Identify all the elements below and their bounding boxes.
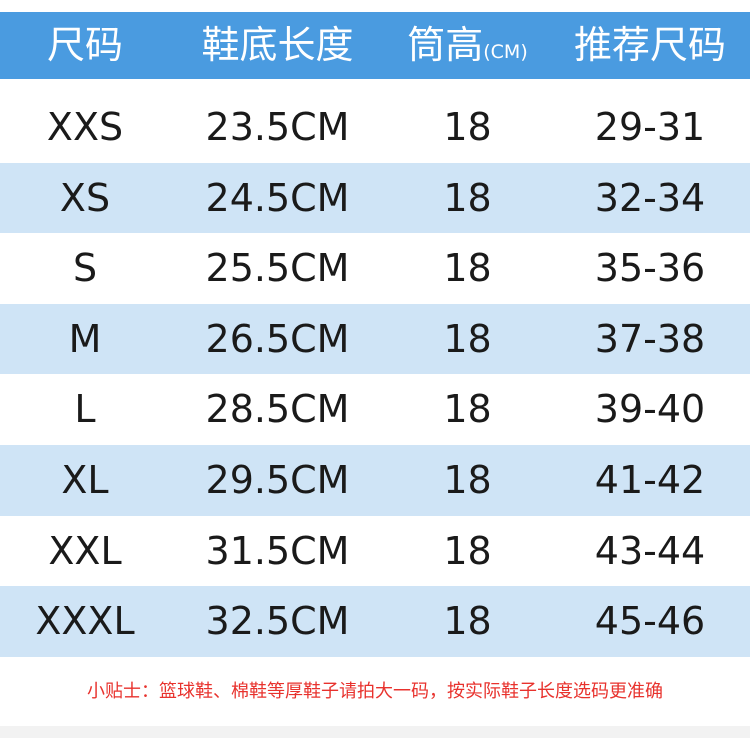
cell-recommend: 45-46 [594,599,706,644]
cell-recommend: 41-42 [594,457,706,502]
cell-length: 28.5CM [205,387,350,432]
sizing-tip: 小贴士：篮球鞋、棉鞋等厚鞋子请拍大一码，按实际鞋子长度选码更准确 [87,681,663,702]
cell-length: 23.5CM [205,105,350,149]
cell-recommend: 35-36 [594,246,706,291]
cell-height: 18 [443,528,492,573]
table-row: XXS 23.5CM 18 29-31 [0,92,750,163]
cell-length: 31.5CM [205,528,350,573]
cell-height: 18 [443,105,492,149]
header-height: 筒高(CM) [385,12,550,79]
cell-length: 24.5CM [205,175,350,220]
header-size: 尺码 [46,23,123,67]
table-row: M 26.5CM 18 37-38 [0,303,750,375]
header-height-unit: (CM) [483,41,528,63]
table-row: L 28.5CM 18 39-40 [0,374,750,445]
header-length: 鞋底长度 [201,23,354,67]
size-table-body: XXS 23.5CM 18 29-31 XS 24.5CM 18 32-34 S… [0,92,750,657]
cell-height: 18 [443,246,492,291]
cell-size: XXL [48,528,122,573]
cell-length: 29.5CM [205,457,350,502]
cell-length: 25.5CM [205,246,350,291]
table-row: XXL 31.5CM 18 43-44 [0,516,750,587]
cell-size: XL [61,457,109,502]
cell-recommend: 29-31 [594,105,706,149]
table-row: XL 29.5CM 18 41-42 [0,444,750,516]
bottom-divider [0,726,750,738]
cell-height: 18 [443,316,492,361]
cell-height: 18 [443,175,492,220]
table-header: 尺码 鞋底长度 筒高(CM) 推荐尺码 [0,12,750,79]
table-row: XS 24.5CM 18 32-34 [0,162,750,234]
cell-length: 26.5CM [205,316,350,361]
cell-size: M [68,316,102,361]
cell-size: XXXL [35,599,135,644]
cell-recommend: 43-44 [594,528,706,573]
table-row: S 25.5CM 18 35-36 [0,233,750,304]
cell-size: XXS [46,105,124,149]
cell-height: 18 [443,457,492,502]
header-height-label: 筒高 [407,23,484,67]
cell-height: 18 [443,599,492,644]
cell-size: XS [59,175,111,220]
table-row: XXXL 32.5CM 18 45-46 [0,586,750,657]
cell-length: 32.5CM [205,599,350,644]
cell-height: 18 [443,387,492,432]
cell-recommend: 32-34 [594,175,706,220]
cell-recommend: 39-40 [594,387,706,432]
cell-size: S [72,246,98,291]
cell-size: L [74,387,96,432]
cell-recommend: 37-38 [594,316,706,361]
header-recommend: 推荐尺码 [573,23,726,67]
